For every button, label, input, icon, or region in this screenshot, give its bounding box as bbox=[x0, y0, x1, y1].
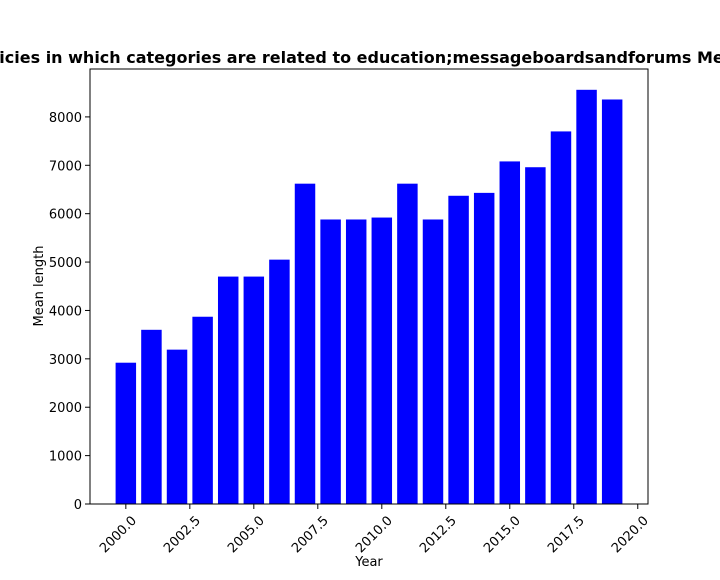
bar-2012 bbox=[422, 219, 444, 504]
x-tick-label: 2020.0 bbox=[609, 513, 652, 556]
bar-2016 bbox=[525, 167, 546, 504]
bar-2017 bbox=[550, 131, 572, 504]
bars-group bbox=[115, 89, 623, 504]
bar-2015 bbox=[499, 161, 521, 504]
plot-frame bbox=[89, 68, 649, 505]
bar-2005 bbox=[243, 276, 265, 504]
x-axis: 2000.0 2002.5 2005.0 2007.5 2010.0 2012.5 2015… bbox=[97, 504, 652, 556]
x-tick-label: 2002.5 bbox=[161, 513, 204, 556]
bar-2001 bbox=[141, 329, 162, 504]
bar-2002 bbox=[166, 349, 188, 504]
bar-2000 bbox=[115, 362, 137, 504]
bar-2009 bbox=[345, 219, 367, 504]
x-tick-label: 2000.0 bbox=[97, 513, 140, 556]
x-tick-label: 2007.5 bbox=[289, 513, 332, 556]
y-tick-label: 5000 bbox=[49, 256, 82, 271]
bar-2019 bbox=[601, 99, 623, 504]
x-tick-label: 2010.0 bbox=[353, 513, 396, 556]
y-tick-label: 4000 bbox=[49, 304, 82, 319]
bar-2007 bbox=[294, 183, 316, 504]
bar-2011 bbox=[397, 183, 418, 504]
x-axis-label: Year bbox=[354, 555, 383, 570]
y-tick-label: 6000 bbox=[49, 208, 82, 223]
y-tick-label: 3000 bbox=[49, 353, 82, 368]
bar-2008 bbox=[320, 219, 341, 504]
chart-title: Mean length of privacy policies in which… bbox=[0, 48, 720, 67]
bar-2010 bbox=[371, 217, 393, 504]
y-axis-label: Mean length bbox=[32, 246, 47, 327]
bar-2006 bbox=[269, 259, 290, 504]
x-tick-label: 2005.0 bbox=[225, 513, 268, 556]
x-tick-label: 2017.5 bbox=[545, 513, 588, 556]
bar-2013 bbox=[448, 195, 469, 504]
y-tick-label: 0 bbox=[74, 498, 82, 513]
x-tick-label: 2015.0 bbox=[481, 513, 524, 556]
y-axis: 0 1000 2000 3000 4000 5000 6000 7000 8000 bbox=[49, 111, 90, 513]
y-tick-label: 8000 bbox=[49, 111, 82, 126]
y-tick-label: 7000 bbox=[49, 159, 82, 174]
y-tick-label: 1000 bbox=[49, 450, 82, 465]
bar-2018 bbox=[576, 89, 597, 504]
bar-2003 bbox=[192, 316, 213, 504]
bar-2004 bbox=[217, 276, 239, 504]
bar-2014 bbox=[473, 192, 495, 504]
x-tick-label: 2012.5 bbox=[417, 513, 460, 556]
y-tick-label: 2000 bbox=[49, 401, 82, 416]
